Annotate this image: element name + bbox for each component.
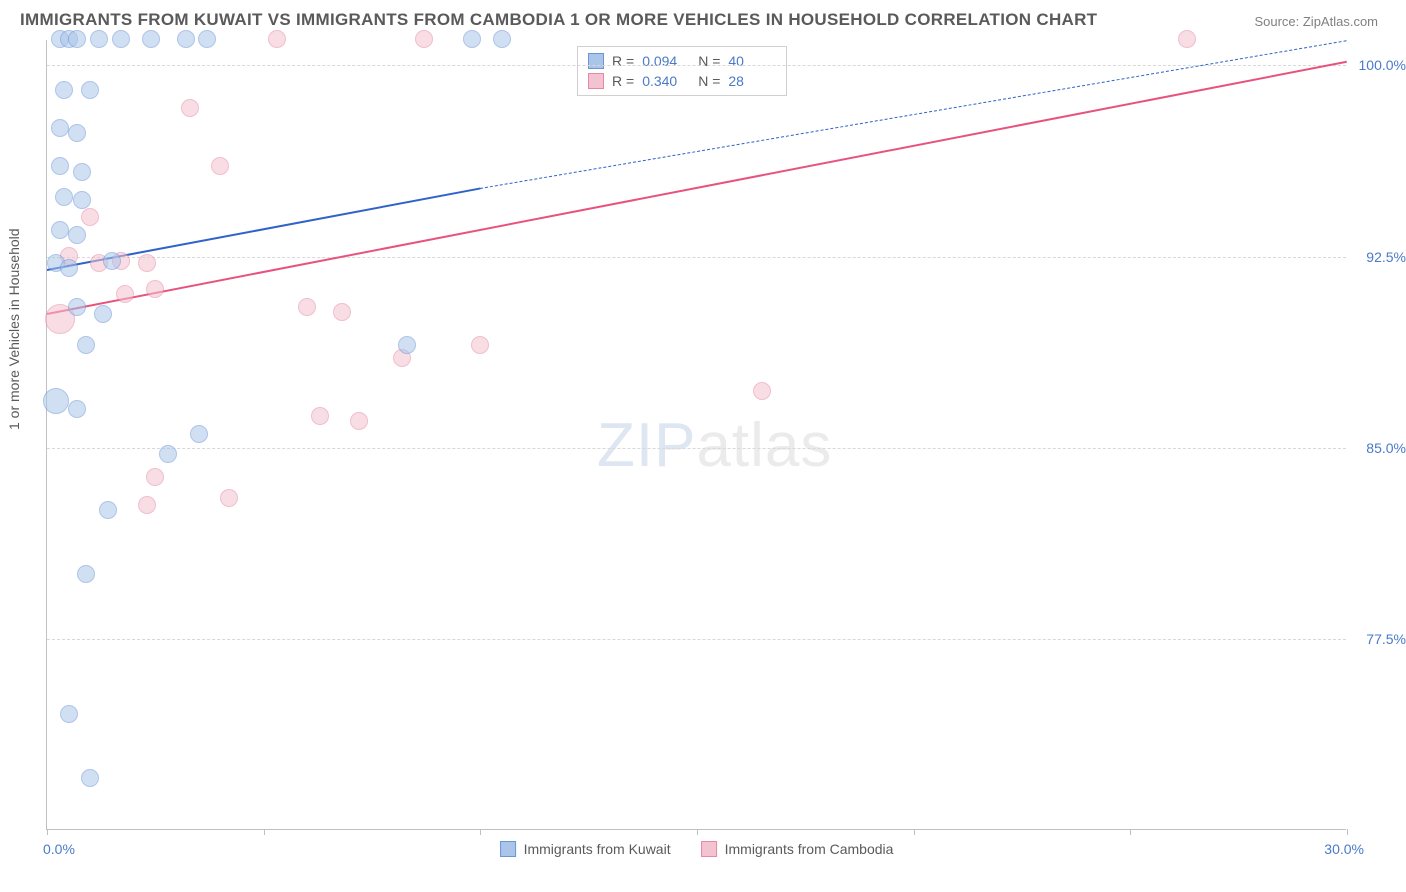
scatter-marker [81,81,99,99]
scatter-marker [81,208,99,226]
scatter-marker [51,119,69,137]
y-axis-label: 1 or more Vehicles in Household [6,228,22,430]
r-label: R = [612,73,634,89]
x-max-label: 30.0% [1324,841,1364,857]
scatter-marker [181,99,199,117]
scatter-marker [60,705,78,723]
source-attribution: Source: ZipAtlas.com [1254,14,1378,29]
gridline [47,639,1346,640]
scatter-marker [94,305,112,323]
scatter-marker [298,298,316,316]
scatter-marker [81,769,99,787]
scatter-marker [55,188,73,206]
scatter-marker [333,303,351,321]
y-tick-label: 85.0% [1366,440,1406,456]
watermark: ZIPatlas [597,410,832,481]
y-tick-label: 92.5% [1366,249,1406,265]
scatter-marker [99,501,117,519]
scatter-marker [73,163,91,181]
x-tick-mark [47,829,48,835]
scatter-marker [350,412,368,430]
legend-row-series1: R = 0.094 N = 40 [588,51,776,71]
y-tick-label: 100.0% [1359,57,1406,73]
scatter-marker [142,30,160,48]
r-value-series2: 0.340 [642,73,690,89]
watermark-part1: ZIP [597,411,696,480]
scatter-marker [471,336,489,354]
x-min-label: 0.0% [43,841,75,857]
gridline [47,257,1346,258]
scatter-marker [220,489,238,507]
chart-title: IMMIGRANTS FROM KUWAIT VS IMMIGRANTS FRO… [20,10,1097,30]
legend-row-series2: R = 0.340 N = 28 [588,71,776,91]
scatter-marker [190,425,208,443]
x-tick-mark [1347,829,1348,835]
r-value-series1: 0.094 [642,53,690,69]
legend-item-series1: Immigrants from Kuwait [500,841,671,857]
scatter-marker [146,468,164,486]
y-tick-label: 77.5% [1366,631,1406,647]
watermark-part2: atlas [696,411,832,480]
scatter-marker [311,407,329,425]
scatter-marker [159,445,177,463]
scatter-marker [138,496,156,514]
correlation-legend: R = 0.094 N = 40 R = 0.340 N = 28 [577,46,787,96]
swatch-series2 [588,73,604,89]
x-tick-mark [264,829,265,835]
scatter-marker [68,30,86,48]
scatter-marker [177,30,195,48]
scatter-marker [90,30,108,48]
scatter-marker [138,254,156,272]
swatch-series2 [701,841,717,857]
legend-label-series2: Immigrants from Cambodia [725,841,894,857]
n-value-series1: 40 [728,53,776,69]
scatter-marker [463,30,481,48]
scatter-marker [1178,30,1196,48]
scatter-marker [112,30,130,48]
x-tick-mark [697,829,698,835]
n-label: N = [698,53,720,69]
scatter-marker [68,400,86,418]
scatter-marker [268,30,286,48]
legend-item-series2: Immigrants from Cambodia [701,841,894,857]
n-label: N = [698,73,720,89]
trend-line [47,60,1347,314]
scatter-marker [68,298,86,316]
scatter-marker [415,30,433,48]
plot-area: ZIPatlas R = 0.094 N = 40 R = 0.340 N = … [46,40,1346,830]
scatter-marker [68,226,86,244]
swatch-series1 [588,53,604,69]
legend-label-series1: Immigrants from Kuwait [524,841,671,857]
scatter-marker [77,336,95,354]
gridline [47,65,1346,66]
swatch-series1 [500,841,516,857]
n-value-series2: 28 [728,73,776,89]
scatter-marker [198,30,216,48]
gridline [47,448,1346,449]
scatter-marker [753,382,771,400]
scatter-marker [77,565,95,583]
scatter-marker [51,157,69,175]
series-legend: Immigrants from Kuwait Immigrants from C… [500,841,894,857]
scatter-marker [60,259,78,277]
x-tick-mark [480,829,481,835]
scatter-marker [51,221,69,239]
x-tick-mark [1130,829,1131,835]
scatter-marker [211,157,229,175]
scatter-marker [68,124,86,142]
x-tick-mark [914,829,915,835]
scatter-marker [43,388,69,414]
scatter-marker [398,336,416,354]
scatter-marker [55,81,73,99]
scatter-marker [146,280,164,298]
scatter-marker [73,191,91,209]
r-label: R = [612,53,634,69]
scatter-marker [493,30,511,48]
scatter-marker [103,252,121,270]
scatter-marker [116,285,134,303]
